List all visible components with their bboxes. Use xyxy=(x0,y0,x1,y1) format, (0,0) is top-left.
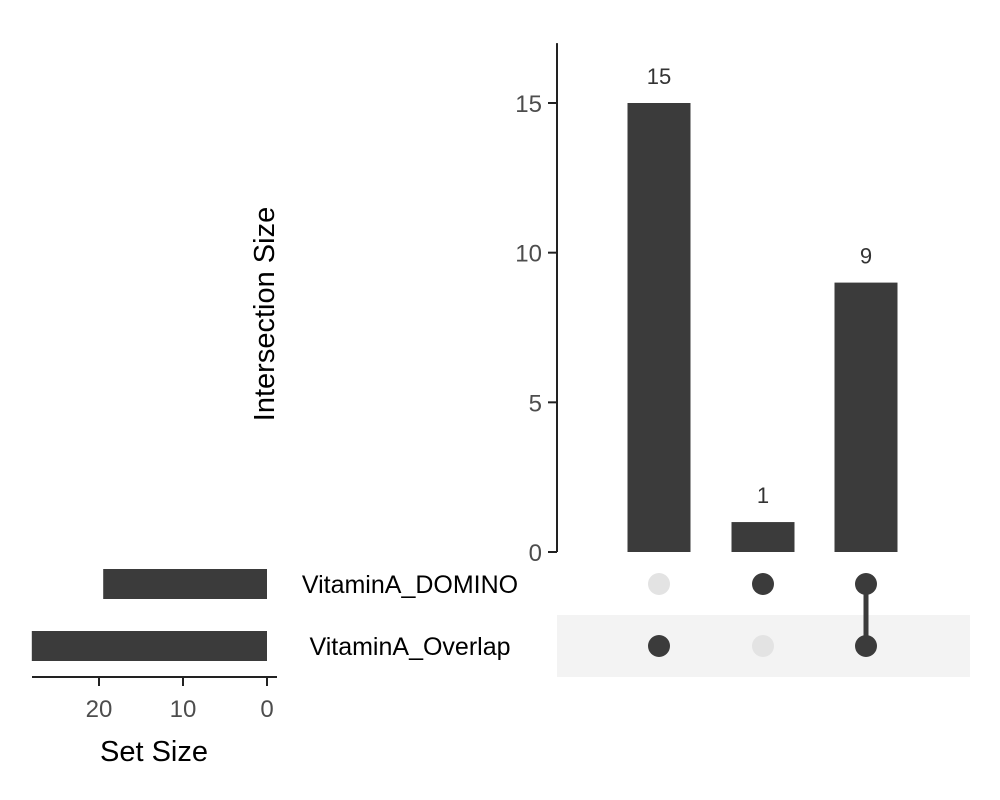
intersection-bar-2 xyxy=(731,522,795,552)
intersection-bar-label-3: 9 xyxy=(860,244,872,269)
set-name-1: VitaminA_DOMINO xyxy=(302,571,518,599)
intersection-bar-3 xyxy=(834,282,898,552)
matrix-dot-3-2 xyxy=(855,635,877,657)
intersection-bar-1 xyxy=(627,103,691,552)
set-size-x-axis-label: Set Size xyxy=(100,736,208,768)
matrix-dot-1-1 xyxy=(648,573,670,595)
matrix-dot-1-2 xyxy=(648,635,670,657)
x-tick-label-20: 20 xyxy=(86,696,113,723)
matrix-dot-2-1 xyxy=(752,573,774,595)
matrix-dot-2-2 xyxy=(752,635,774,657)
set-size-bars xyxy=(31,569,267,661)
x-tick-label-10: 10 xyxy=(170,696,197,723)
intersection-y-axis: 0 5 10 15 xyxy=(515,43,558,567)
set-size-x-axis: 20 10 0 xyxy=(32,676,277,723)
intersection-y-axis-label: Intersection Size xyxy=(249,207,281,421)
y-tick-label-5: 5 xyxy=(529,390,542,417)
set-name-2: VitaminA_Overlap xyxy=(309,633,510,661)
x-tick-label-0: 0 xyxy=(260,696,273,723)
intersection-bars xyxy=(627,103,898,552)
intersection-bar-label-1: 15 xyxy=(647,64,671,89)
y-tick-label-15: 15 xyxy=(515,91,542,118)
y-tick-label-0: 0 xyxy=(529,540,542,567)
intersection-matrix xyxy=(648,573,877,657)
matrix-dot-3-1 xyxy=(855,573,877,595)
set-size-bar-2 xyxy=(31,631,267,661)
y-tick-label-10: 10 xyxy=(515,241,542,268)
set-name-labels: VitaminA_DOMINO VitaminA_Overlap xyxy=(302,571,518,661)
set-size-bar-1 xyxy=(103,569,267,599)
intersection-bar-label-2: 1 xyxy=(757,483,769,508)
